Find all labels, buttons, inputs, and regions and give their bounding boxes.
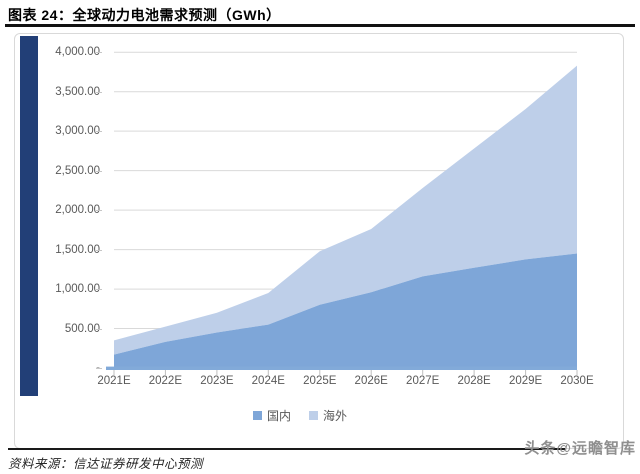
overseas-area: [114, 65, 577, 355]
y-axis: 4,000.00 3,500.00 3,000.00 2,500.00 2,000.00…: [28, 0, 102, 474]
source-note: 资料来源：信达证券研发中心预测: [8, 457, 204, 471]
y-axis-label: 2,500.00: [55, 164, 100, 177]
y-tick: [96, 249, 102, 251]
y-tick: [96, 368, 102, 369]
legend-label: 海外: [323, 408, 348, 423]
source-divider: [8, 448, 565, 450]
x-axis-label: 2022E: [148, 375, 183, 387]
legend-label: 国内: [266, 408, 291, 423]
y-axis-label: -: [28, 361, 100, 375]
x-axis-label: 2030E: [560, 375, 594, 387]
y-tick: [96, 131, 102, 133]
x-axis-label: 2028E: [457, 375, 491, 387]
plot-area: [106, 51, 578, 375]
y-tick: [96, 328, 102, 330]
y-tick: [96, 91, 102, 93]
y-tick: [96, 170, 102, 172]
legend-item: 海外: [309, 407, 347, 424]
y-axis-label: 4,000.00: [55, 46, 100, 59]
legend-swatch: [309, 410, 318, 420]
x-axis: 2021E 2022E 2023E 2024E 2025E 2026E 2027E 2028E…: [0, 374, 640, 390]
legend-swatch: [252, 410, 262, 420]
y-axis-label: 2,000.00: [55, 204, 100, 217]
x-axis-label: 2029E: [508, 375, 543, 387]
y-axis-label: 1,000.00: [55, 283, 100, 296]
x-axis-label: 2027E: [406, 375, 440, 387]
y-axis-label: 1,500.00: [55, 243, 100, 256]
y-tick: [96, 210, 102, 212]
y-tick: [96, 52, 102, 54]
x-axis-label: 2021E: [97, 375, 131, 387]
y-axis-label: 3,500.00: [55, 85, 100, 98]
accent-bar: [20, 36, 38, 396]
x-axis-label: 2024E: [251, 375, 285, 387]
x-axis-label: 2026E: [354, 375, 388, 387]
chart-legend: 国内 海外: [20, 406, 580, 424]
x-axis-label: 2025E: [303, 375, 337, 387]
y-tick: [96, 289, 102, 291]
x-axis-label: 2023E: [200, 375, 234, 387]
y-axis-label: 3,000.00: [55, 125, 100, 138]
domestic-area: [114, 253, 577, 368]
legend-item: 国内: [252, 407, 291, 424]
figure-title: 图表 24：全球动力电池需求预测（GWh）: [8, 7, 281, 23]
x-axis-line: [106, 366, 577, 370]
watermark: 头条@远瞻智库: [524, 440, 636, 457]
title-underline: [5, 24, 635, 27]
y-axis-label: 500.00: [64, 322, 100, 335]
